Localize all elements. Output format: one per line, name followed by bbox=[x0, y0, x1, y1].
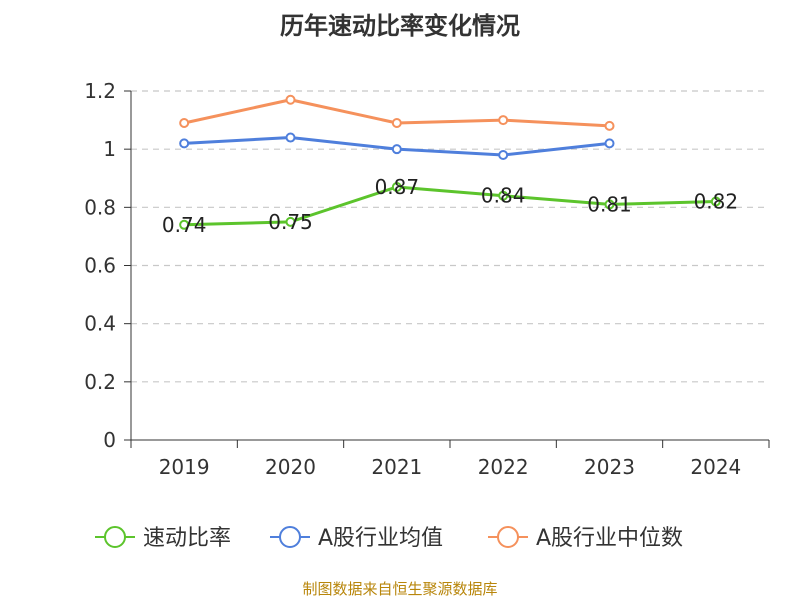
y-tick-label: 0 bbox=[103, 428, 116, 452]
series-lines bbox=[183, 98, 716, 227]
legend-label: A股行业中位数 bbox=[536, 526, 683, 551]
y-tick-label: 0.4 bbox=[84, 312, 116, 336]
x-tick-label: 2021 bbox=[371, 455, 422, 479]
data-label: 0.87 bbox=[375, 175, 420, 199]
data-point bbox=[391, 144, 402, 155]
data-point bbox=[179, 138, 190, 149]
y-tick-label: 0.8 bbox=[84, 195, 116, 219]
x-tick-label: 2023 bbox=[584, 455, 635, 479]
data-point bbox=[498, 190, 509, 201]
data-point bbox=[179, 117, 190, 128]
data-label: 0.82 bbox=[694, 190, 739, 214]
grid-lines bbox=[131, 90, 769, 383]
legend-marker bbox=[497, 526, 519, 548]
data-label: 0.81 bbox=[587, 192, 632, 216]
y-tick-label: 0.6 bbox=[84, 254, 116, 278]
data-point bbox=[391, 181, 402, 192]
data-point bbox=[285, 216, 296, 227]
data-point bbox=[498, 149, 509, 160]
data-label: 0.84 bbox=[481, 184, 526, 208]
series-line-0 bbox=[184, 185, 716, 227]
legend-label: A股行业均值 bbox=[318, 526, 443, 551]
data-point bbox=[285, 132, 296, 143]
x-tick-label: 2022 bbox=[478, 455, 529, 479]
series-points bbox=[179, 94, 721, 230]
data-point bbox=[498, 115, 509, 126]
data-point bbox=[604, 199, 615, 210]
y-tick-label: 0.2 bbox=[84, 370, 116, 394]
data-labels: 0.74 0.75 0.87 0.84 0.81 0.82 bbox=[162, 175, 738, 237]
y-tick-label: 1 bbox=[103, 137, 116, 161]
chart-title: 历年速动比率变化情况 bbox=[280, 12, 520, 40]
y-axis-tick-labels: 0 0.2 0.4 0.6 0.8 1 1.2 bbox=[84, 79, 116, 452]
data-label: 0.74 bbox=[162, 213, 207, 237]
axes bbox=[124, 90, 770, 448]
legend-marker bbox=[279, 526, 301, 548]
data-point bbox=[285, 94, 296, 105]
data-point bbox=[710, 196, 721, 207]
data-point bbox=[604, 138, 615, 149]
x-tick-label: 2024 bbox=[690, 455, 741, 479]
data-label: 0.75 bbox=[268, 210, 313, 234]
x-tick-label: 2019 bbox=[159, 455, 210, 479]
legend-marker bbox=[104, 526, 126, 548]
data-point bbox=[391, 117, 402, 128]
legend: 速动比率 A股行业均值 A股行业中位数 bbox=[95, 526, 683, 551]
legend-label: 速动比率 bbox=[143, 526, 231, 551]
y-tick-label: 1.2 bbox=[84, 79, 116, 103]
data-source-footer: 制图数据来自恒生聚源数据库 bbox=[302, 580, 498, 598]
x-axis-tick-labels: 2019 2020 2021 2022 2023 2024 bbox=[159, 455, 742, 479]
data-point bbox=[604, 120, 615, 131]
data-point bbox=[179, 219, 190, 230]
x-tick-label: 2020 bbox=[265, 455, 316, 479]
